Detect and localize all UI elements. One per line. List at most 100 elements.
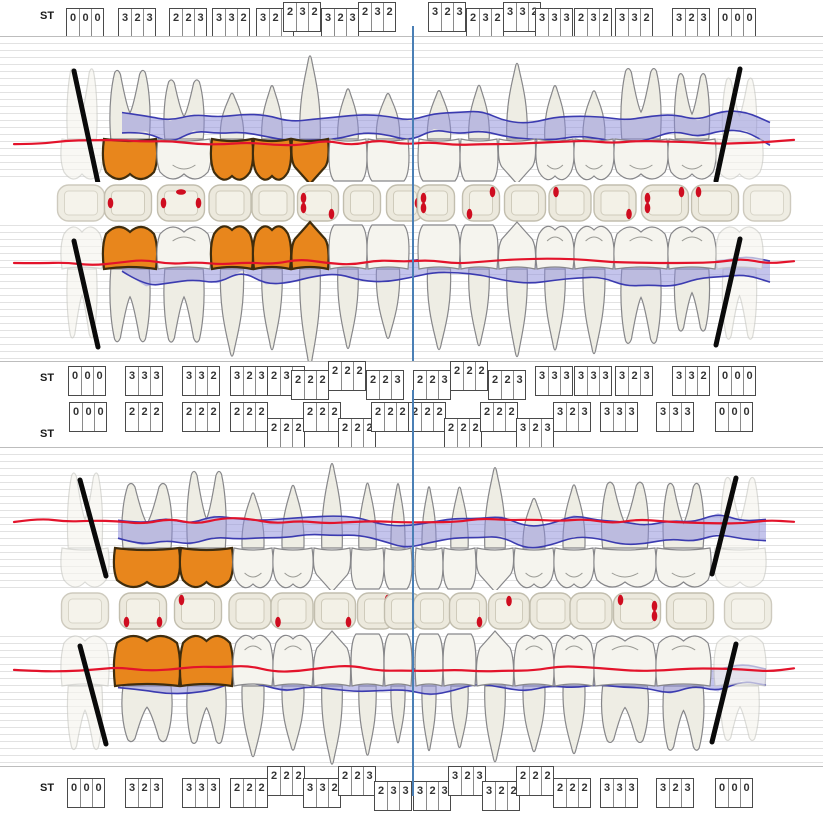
lower-occlusal-tooth-12[interactable] <box>529 592 573 630</box>
st-value-cell[interactable]: 3 <box>685 367 697 395</box>
st-value-cell[interactable]: 3 <box>280 367 292 395</box>
st-value-cell[interactable]: 2 <box>172 12 180 24</box>
lower-lingual-crown-10[interactable] <box>442 633 477 687</box>
lower-lingual-tooth-6[interactable] <box>321 685 343 765</box>
st-value-cell[interactable]: 2 <box>519 770 527 782</box>
st-value-cell[interactable]: 2 <box>426 782 438 810</box>
st-value-cell[interactable]: 3 <box>296 3 308 31</box>
st-value-cell[interactable]: 3 <box>681 779 693 807</box>
st-value-cell[interactable]: 2 <box>270 770 278 782</box>
st-value-cell[interactable]: 3 <box>479 9 491 37</box>
upper-palatal-tooth-10[interactable] <box>468 268 490 347</box>
upper-palatal-tooth-11[interactable] <box>506 268 528 358</box>
st-value-cell[interactable]: 3 <box>613 403 625 431</box>
lower-occlusal-tooth-10[interactable] <box>448 592 488 630</box>
st-value-cell[interactable]: 3 <box>675 12 683 24</box>
st-value-cell[interactable]: 2 <box>304 371 316 399</box>
st-value-cell[interactable]: 2 <box>195 403 207 431</box>
upper-palatal-crown-11[interactable] <box>497 221 537 270</box>
lower-lingual-crown-15[interactable] <box>655 635 712 687</box>
st-value-cell[interactable]: 2 <box>566 779 578 807</box>
upper-palatal-crown-3[interactable] <box>156 226 212 270</box>
upper-occlusal-tooth-10[interactable] <box>461 184 501 222</box>
st-value-cell[interactable]: 0 <box>79 9 91 37</box>
st-value-cell[interactable]: 3 <box>451 770 459 782</box>
lower-buccal-crown-1[interactable] <box>60 547 110 588</box>
lower-occlusal-tooth-9[interactable] <box>412 592 452 630</box>
st-value-cell[interactable]: 3 <box>391 371 403 399</box>
st-value-cell[interactable]: 3 <box>128 370 136 382</box>
st-value-cell[interactable]: 0 <box>92 779 104 807</box>
st-value-cell[interactable]: 3 <box>438 371 450 399</box>
st-value-cell[interactable]: 3 <box>618 370 626 382</box>
upper-occlusal-tooth-3[interactable] <box>156 184 206 222</box>
st-value-cell[interactable]: 3 <box>453 3 465 31</box>
st-value-cell[interactable]: 2 <box>233 782 241 794</box>
st-value-cell[interactable]: 2 <box>501 371 513 399</box>
upper-buccal-crown-5[interactable] <box>251 137 293 181</box>
st-value-cell[interactable]: 3 <box>669 403 681 431</box>
lower-buccal-crown-12[interactable] <box>513 547 555 589</box>
st-value-cell[interactable]: 3 <box>625 403 637 431</box>
upper-occlusal-tooth-5[interactable] <box>251 184 295 222</box>
st-value-cell[interactable]: 2 <box>541 767 553 795</box>
upper-occlusal-tooth-6[interactable] <box>296 184 340 222</box>
upper-palatal-crown-15[interactable] <box>667 226 717 270</box>
upper-palatal-tooth-7[interactable] <box>337 268 359 350</box>
upper-palatal-tooth-12[interactable] <box>544 268 566 351</box>
st-value-cell[interactable]: 0 <box>721 12 729 24</box>
lower-buccal-crown-16[interactable] <box>713 547 767 588</box>
st-value-cell[interactable]: 2 <box>628 367 640 395</box>
upper-palatal-tooth-9[interactable] <box>426 268 452 351</box>
lower-lingual-crown-2[interactable] <box>112 634 182 688</box>
upper-buccal-crown-15[interactable] <box>667 138 717 180</box>
lower-buccal-crown-7[interactable] <box>350 547 385 590</box>
st-value-cell[interactable]: 3 <box>556 406 564 418</box>
lower-occlusal-tooth-5[interactable] <box>270 592 314 630</box>
st-value-cell[interactable]: 0 <box>94 403 106 431</box>
st-value-cell[interactable]: 3 <box>541 419 553 447</box>
st-value-cell[interactable]: 3 <box>185 370 193 382</box>
st-value-cell[interactable]: 3 <box>640 367 652 395</box>
upper-palatal-crown-6[interactable] <box>290 220 330 271</box>
st-value-cell[interactable]: 2 <box>421 403 433 431</box>
st-value-cell[interactable]: 2 <box>138 779 150 807</box>
st-value-cell[interactable]: 0 <box>81 367 93 395</box>
lower-lingual-crown-8[interactable] <box>383 633 413 687</box>
st-value-cell[interactable]: 2 <box>426 371 438 399</box>
upper-palatal-crown-2[interactable] <box>101 225 159 271</box>
lower-lingual-tooth-14[interactable] <box>600 685 650 744</box>
upper-buccal-crown-9[interactable] <box>417 138 461 182</box>
st-value-cell[interactable]: 2 <box>351 767 363 795</box>
st-value-cell[interactable]: 2 <box>377 785 385 797</box>
lower-buccal-crown-13[interactable] <box>553 547 595 589</box>
st-value-cell[interactable]: 2 <box>697 367 709 395</box>
st-value-cell[interactable]: 0 <box>743 9 755 37</box>
st-value-cell[interactable]: 2 <box>416 374 424 386</box>
lower-lingual-crown-5[interactable] <box>272 634 314 687</box>
st-value-cell[interactable]: 3 <box>121 12 129 24</box>
upper-buccal-crown-3[interactable] <box>156 138 212 180</box>
st-value-cell[interactable]: 2 <box>507 782 519 810</box>
st-value-cell[interactable]: 2 <box>308 3 320 31</box>
st-value-cell[interactable]: 3 <box>225 9 237 37</box>
